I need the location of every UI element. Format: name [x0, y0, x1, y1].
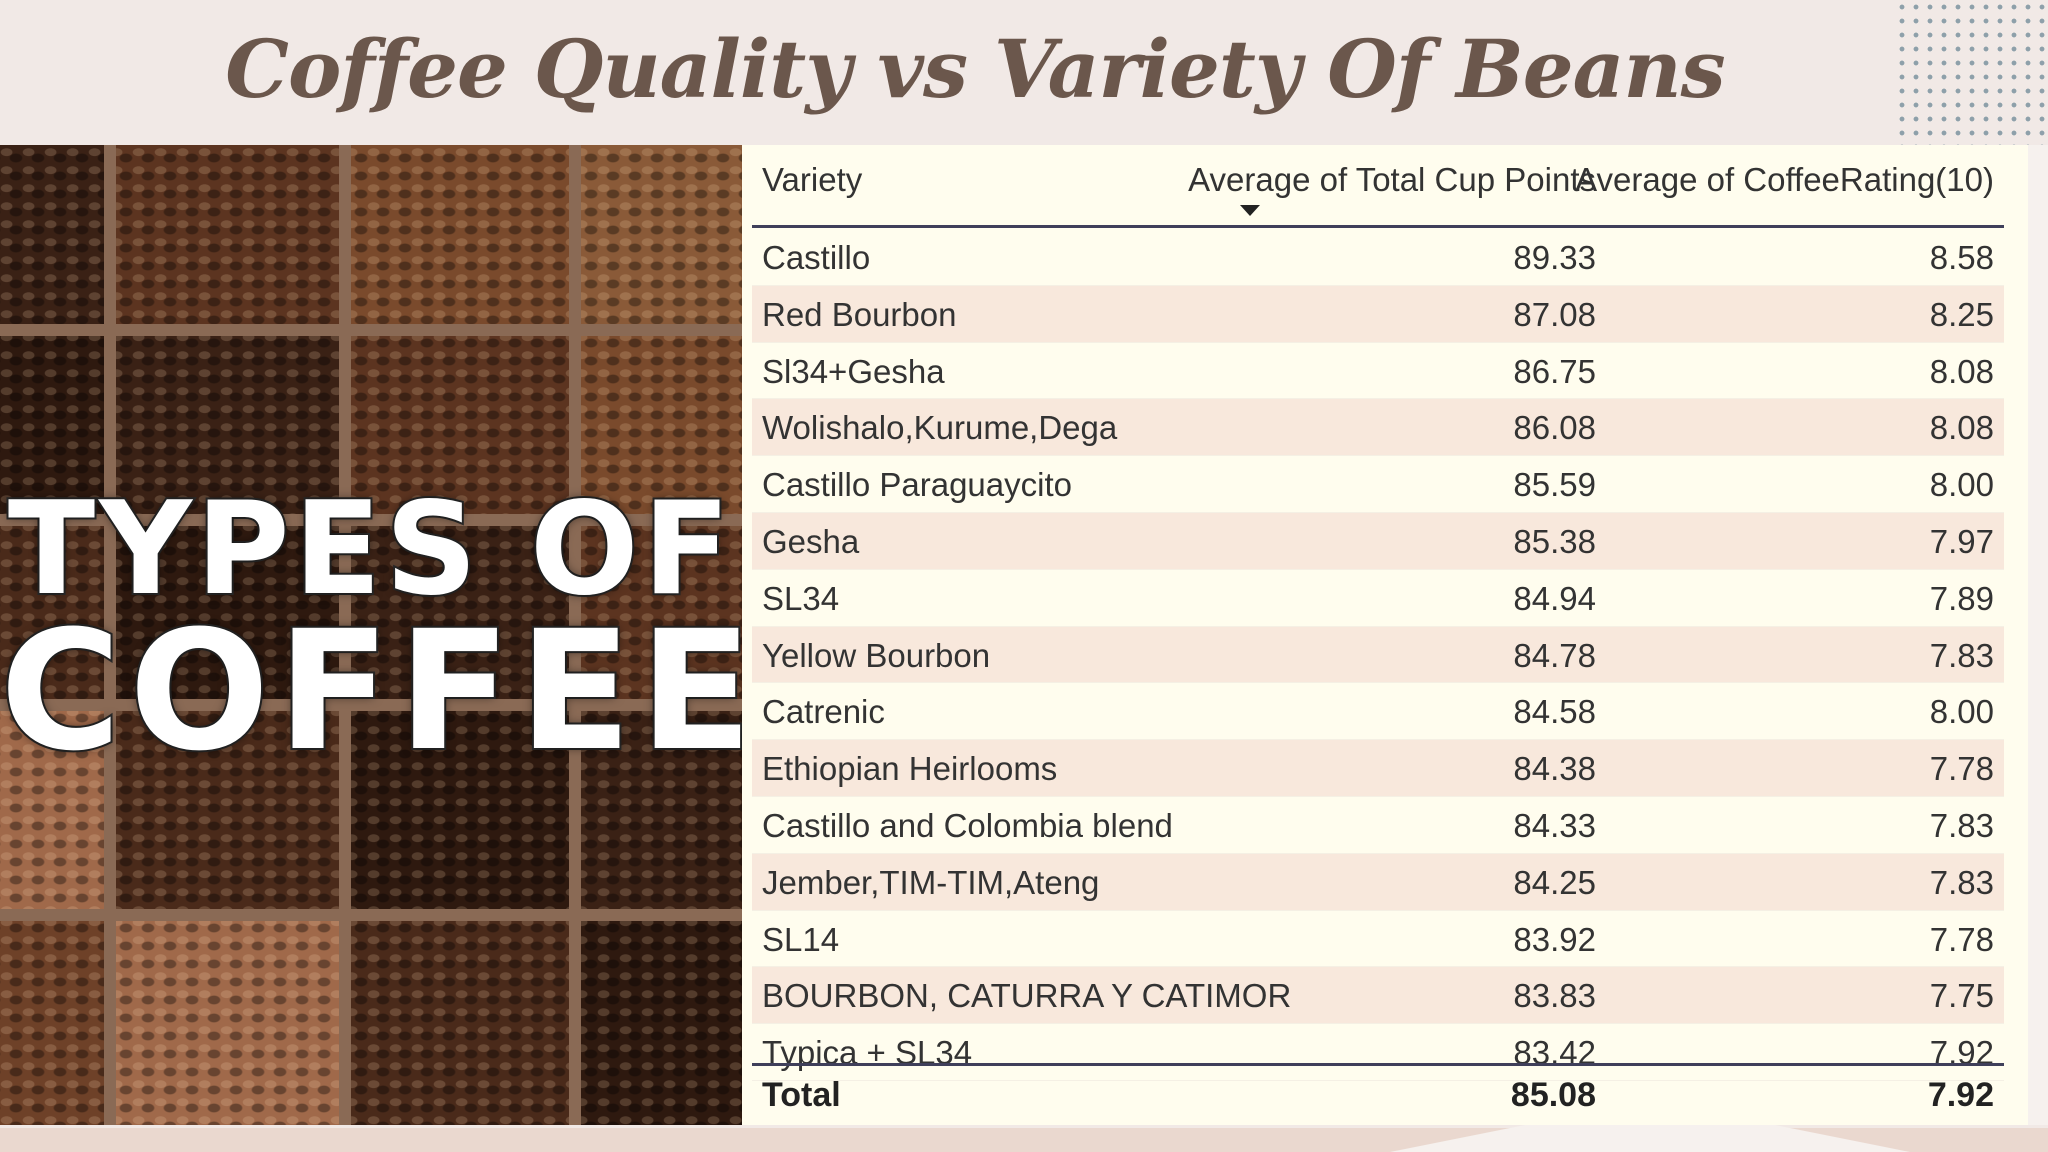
- rating-cell: 7.83: [1929, 806, 1994, 844]
- rating-cell: 8.08: [1929, 409, 1994, 447]
- cup-points-cell: 84.38: [1513, 750, 1596, 788]
- cup-points-cell: 84.25: [1513, 863, 1596, 901]
- variety-cell: Jember,TIM-TIM,Ateng: [762, 863, 1100, 901]
- page-title: Coffee Quality vs Variety Of Beans: [225, 22, 1725, 116]
- total-cup-points: 85.08: [1510, 1076, 1596, 1114]
- table-row[interactable]: Wolishalo,Kurume,Dega 86.08 8.08: [752, 399, 2004, 457]
- bean-compartment: [110, 330, 345, 520]
- table-row[interactable]: Jember,TIM-TIM,Ateng 84.25 7.83: [752, 853, 2004, 911]
- table-row[interactable]: Catrenic 84.58 8.00: [752, 683, 2004, 741]
- cup-points-cell: 89.33: [1513, 239, 1596, 276]
- bean-compartment: [0, 520, 110, 705]
- cup-points-cell: 86.08: [1513, 409, 1596, 447]
- bean-compartment: [0, 145, 110, 330]
- rating-cell: 8.08: [1929, 352, 1994, 390]
- bean-compartment: [345, 520, 575, 705]
- data-table: Variety Average of Total Cup Points Aver…: [742, 145, 2028, 1125]
- table-row[interactable]: Castillo 89.33 8.58: [752, 229, 2004, 286]
- bean-compartment: [0, 705, 110, 915]
- bean-compartment: [110, 915, 345, 1125]
- bean-compartment: [345, 915, 575, 1125]
- cup-points-cell: 85.59: [1513, 466, 1596, 504]
- bean-compartment: [0, 330, 110, 520]
- table-row[interactable]: Castillo Paraguaycito 85.59 8.00: [752, 456, 2004, 513]
- cup-points-cell: 83.92: [1513, 920, 1596, 958]
- image-overlay-text-line1: TYPES OF: [6, 473, 735, 626]
- coffee-beans-image: TYPES OF COFFEE: [0, 145, 742, 1125]
- rating-cell: 7.75: [1929, 977, 1994, 1015]
- bean-compartment: [110, 520, 345, 705]
- variety-cell: Gesha: [762, 522, 860, 560]
- column-header-coffee-rating[interactable]: Average of CoffeeRating(10): [1575, 161, 1994, 198]
- cup-points-cell: 87.08: [1513, 295, 1596, 333]
- cup-points-cell: 84.78: [1513, 636, 1596, 674]
- table-row[interactable]: Ethiopian Heirlooms 84.38 7.78: [752, 740, 2004, 797]
- total-label: Total: [762, 1076, 841, 1114]
- table-total-row: Total 85.08 7.92: [752, 1063, 2004, 1124]
- image-overlay-text-line2: COFFEE: [0, 593, 742, 789]
- divider: [0, 324, 742, 336]
- table-body: Castillo 89.33 8.58 Red Bourbon 87.08 8.25 Sl3…: [752, 229, 2004, 1081]
- divider: [339, 145, 351, 1125]
- divider: [0, 514, 742, 526]
- cup-points-cell: 84.94: [1513, 579, 1596, 617]
- variety-cell: Ethiopian Heirlooms: [762, 750, 1058, 788]
- rating-cell: 7.89: [1929, 579, 1994, 617]
- rating-cell: 8.00: [1929, 693, 1994, 731]
- variety-cell: Castillo Paraguaycito: [762, 466, 1072, 504]
- variety-cell: SL34: [762, 579, 840, 617]
- background-edge: [2028, 145, 2048, 1125]
- table-header: Variety Average of Total Cup Points Aver…: [752, 145, 2004, 228]
- divider: [569, 145, 581, 1125]
- variety-cell: Castillo: [762, 239, 871, 276]
- divider: [0, 909, 742, 921]
- bean-compartment: [0, 915, 110, 1125]
- bean-compartment: [110, 705, 345, 915]
- bean-compartment: [345, 705, 575, 915]
- variety-cell: Castillo and Colombia blend: [762, 806, 1173, 844]
- rating-cell: 7.78: [1929, 920, 1994, 958]
- table-row[interactable]: Sl34+Gesha 86.75 8.08: [752, 343, 2004, 400]
- rating-cell: 8.25: [1929, 295, 1994, 333]
- rating-cell: 7.97: [1929, 522, 1994, 560]
- total-rating: 7.92: [1927, 1076, 1994, 1114]
- bean-compartment: [575, 915, 742, 1125]
- variety-cell: Wolishalo,Kurume,Dega: [762, 409, 1118, 447]
- table-row[interactable]: SL14 83.92 7.78: [752, 911, 2004, 968]
- variety-cell: Sl34+Gesha: [762, 352, 945, 390]
- bean-compartment: [110, 145, 345, 330]
- table-row[interactable]: Red Bourbon 87.08 8.25: [752, 285, 2004, 343]
- table-row[interactable]: BOURBON, CATURRA Y CATIMOR 83.83 7.75: [752, 967, 2004, 1025]
- divider: [104, 145, 116, 1125]
- divider: [0, 699, 742, 711]
- bean-compartment: [345, 330, 575, 520]
- variety-cell: Red Bourbon: [762, 295, 957, 333]
- cup-points-cell: 83.83: [1513, 977, 1596, 1015]
- column-header-variety[interactable]: Variety: [762, 161, 863, 198]
- column-header-total-cup-points[interactable]: Average of Total Cup Points: [1188, 161, 1596, 198]
- rating-cell: 8.00: [1929, 466, 1994, 504]
- rating-cell: 7.83: [1929, 863, 1994, 901]
- cup-points-cell: 85.38: [1513, 522, 1596, 560]
- bean-compartment: [575, 330, 742, 520]
- rating-cell: 8.58: [1929, 239, 1994, 276]
- variety-cell: Catrenic: [762, 693, 885, 731]
- sort-descending-icon[interactable]: [1240, 205, 1260, 216]
- table-row[interactable]: Castillo and Colombia blend 84.33 7.83: [752, 797, 2004, 854]
- cup-points-cell: 84.33: [1513, 806, 1596, 844]
- bean-compartment: [575, 520, 742, 705]
- bean-compartment: [345, 145, 575, 330]
- cup-points-cell: 86.75: [1513, 352, 1596, 390]
- table-row[interactable]: Yellow Bourbon 84.78 7.83: [752, 626, 2004, 684]
- variety-cell: Yellow Bourbon: [762, 636, 991, 674]
- cup-points-cell: 84.58: [1513, 693, 1596, 731]
- variety-cell: SL14: [762, 920, 840, 958]
- table-row[interactable]: Gesha 85.38 7.97: [752, 512, 2004, 570]
- table-row[interactable]: SL34 84.94 7.89: [752, 570, 2004, 627]
- bean-compartment: [575, 145, 742, 330]
- variety-cell: BOURBON, CATURRA Y CATIMOR: [762, 977, 1292, 1015]
- rating-cell: 7.78: [1929, 750, 1994, 788]
- bean-compartment: [575, 705, 742, 915]
- rating-cell: 7.83: [1929, 636, 1994, 674]
